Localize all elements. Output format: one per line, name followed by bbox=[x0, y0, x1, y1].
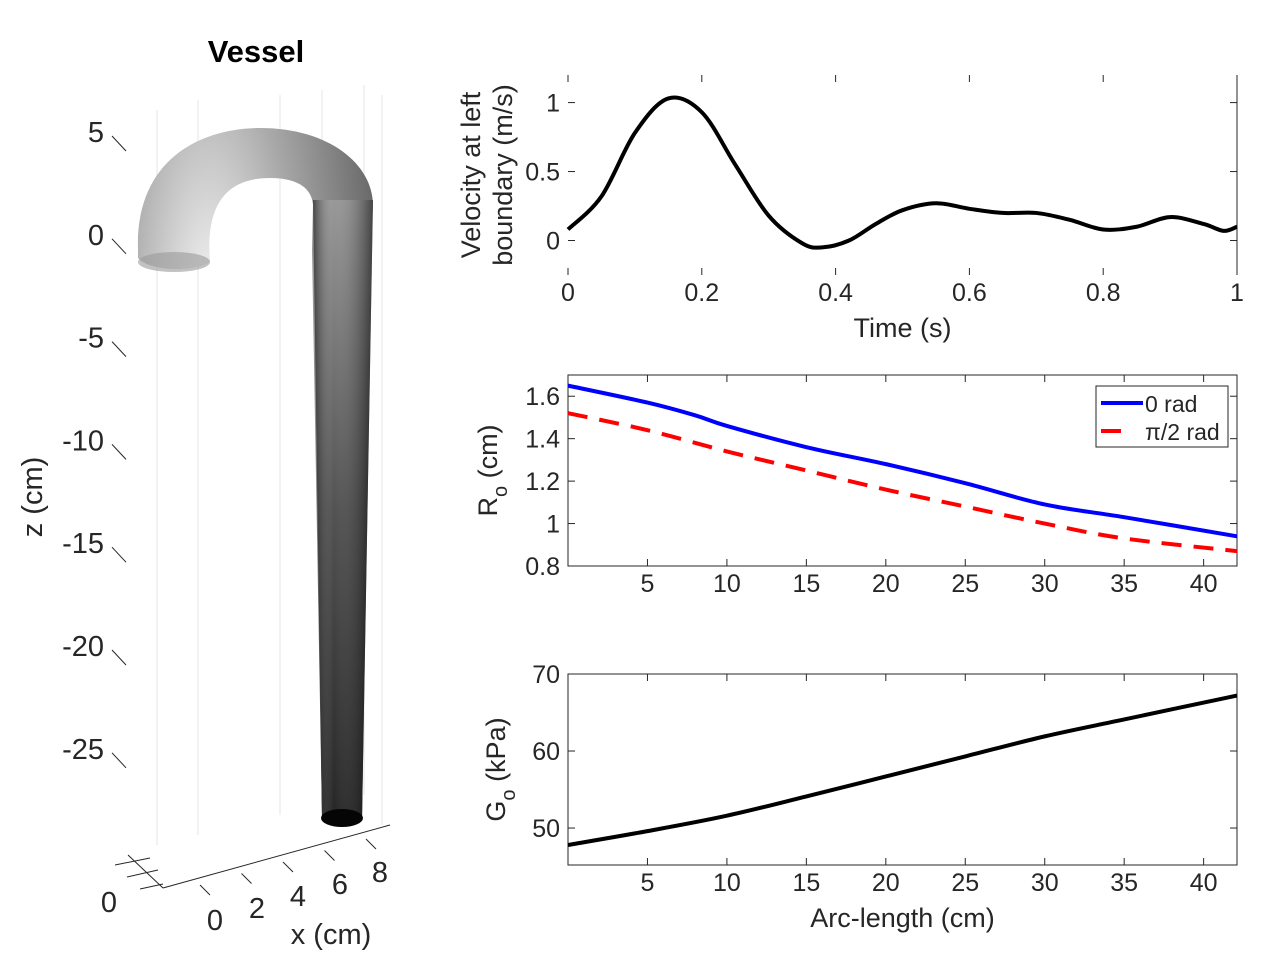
x-tick-label: 15 bbox=[792, 570, 820, 598]
series-line-0 bbox=[566, 95, 1238, 250]
series-line-0 bbox=[567, 383, 1238, 539]
chart-1: 0 0.2 0.4 0.6 0.8 1 0 0.5 1 Time (s) Velocity at l… bbox=[456, 75, 1244, 343]
z-tick bbox=[111, 341, 127, 357]
series-line-1 bbox=[567, 411, 1238, 554]
x-tick bbox=[324, 850, 335, 861]
x-tick bbox=[282, 861, 294, 873]
y-tick-label: 1 bbox=[546, 90, 560, 118]
z-tick bbox=[111, 135, 127, 152]
x-tick-label: 35 bbox=[1110, 570, 1138, 598]
y-tick-label: 0.8 bbox=[525, 553, 560, 581]
x-tick-label: 40 bbox=[1190, 570, 1218, 598]
x-tick-label: 25 bbox=[951, 570, 979, 598]
z-tick bbox=[111, 649, 127, 666]
x-tick-label: 35 bbox=[1110, 869, 1138, 897]
vessel-surface bbox=[137, 128, 373, 827]
x-tick-label: 0.2 bbox=[684, 279, 719, 307]
x-tick-label: 40 bbox=[1190, 869, 1218, 897]
y-axis-label-unit: (cm) bbox=[473, 424, 503, 485]
z-tick-label: -15 bbox=[62, 528, 104, 560]
legend-label: π/2 rad bbox=[1145, 419, 1220, 445]
x-tick-label: 6 bbox=[332, 869, 348, 901]
x-tick-label: 30 bbox=[1031, 869, 1059, 897]
z-tick-label: -5 bbox=[78, 323, 104, 355]
x-tick-label: 5 bbox=[641, 570, 655, 598]
series-line-0 bbox=[567, 693, 1238, 847]
y-tick-label: 1.4 bbox=[525, 426, 560, 454]
y-axis-label-main: R bbox=[473, 497, 503, 517]
x-tick bbox=[365, 838, 377, 850]
y-tick-label: 1.2 bbox=[525, 468, 560, 496]
chart-2: 5 10 15 20 25 30 35 40 0.8 1 1.2 1.4 1.6 Ro (cm) 0 rad… bbox=[473, 374, 1238, 598]
y-axis-label-line: boundary (m/s) bbox=[488, 84, 518, 266]
y-tick-label: 0.5 bbox=[525, 159, 560, 187]
x-axis-label: x (cm) bbox=[291, 919, 372, 951]
x-tick-label: 15 bbox=[792, 869, 820, 897]
y-axis-label-main: G bbox=[481, 801, 511, 822]
z-tick bbox=[111, 238, 127, 255]
x-tick-label: 10 bbox=[713, 570, 741, 598]
chart-3: 5 10 15 20 25 30 35 40 50 60 70 Arc-length (cm) Go (… bbox=[481, 661, 1238, 933]
y-axis-label: Ro (cm) bbox=[473, 424, 512, 516]
z-tick-label: 5 bbox=[88, 117, 104, 149]
x-tick bbox=[241, 873, 252, 884]
x-tick-label: 20 bbox=[872, 570, 900, 598]
x-tick-label: 4 bbox=[290, 881, 306, 913]
x-tick-label: 1 bbox=[1230, 279, 1244, 307]
y-tick-label: 60 bbox=[532, 738, 560, 766]
x-tick-label: 0.6 bbox=[952, 279, 987, 307]
y-axis-label-unit: (kPa) bbox=[481, 717, 511, 789]
z-axis-label: z (cm) bbox=[17, 457, 49, 538]
y-tick-label: 0 bbox=[546, 228, 560, 256]
z-tick bbox=[111, 444, 127, 460]
y-axis-label-subscript: o bbox=[498, 789, 520, 800]
x-tick-label: 0 bbox=[561, 279, 575, 307]
x-axis-label: Time (s) bbox=[854, 313, 952, 343]
x-axis-line bbox=[162, 824, 391, 889]
z-tick bbox=[111, 752, 127, 769]
x-tick-label: 0.8 bbox=[1086, 279, 1121, 307]
axes-box bbox=[567, 673, 1238, 866]
z-tick-label: -25 bbox=[62, 734, 104, 766]
y-axis-label-subscript: o bbox=[490, 486, 512, 497]
z-tick-label: -20 bbox=[62, 631, 104, 663]
legend-box bbox=[1095, 385, 1229, 448]
legend-label: 0 rad bbox=[1145, 391, 1197, 417]
y-tick-label: 1 bbox=[546, 511, 560, 539]
x-axis-label: Arc-length (cm) bbox=[810, 903, 995, 933]
x-tick bbox=[199, 884, 211, 896]
y-axis-label-line: Velocity at left bbox=[456, 91, 486, 258]
x-tick-label: 0 bbox=[207, 905, 223, 937]
y-tick-label: 0 bbox=[101, 887, 117, 919]
z-tick-label: -10 bbox=[62, 425, 104, 457]
x-tick-label: 20 bbox=[872, 869, 900, 897]
z-axis: 5 0 -5 -10 -15 -20 -25 bbox=[62, 117, 127, 769]
axes-box bbox=[567, 374, 1238, 567]
z-tick bbox=[111, 546, 127, 563]
y-tick-label: 50 bbox=[532, 815, 560, 843]
x-tick-label: 2 bbox=[249, 893, 265, 925]
x-tick-label: 10 bbox=[713, 869, 741, 897]
x-tick-label: 30 bbox=[1031, 570, 1059, 598]
vessel-title: Vessel bbox=[208, 34, 305, 69]
z-tick-label: 0 bbox=[88, 220, 104, 252]
x-tick-label: 8 bbox=[372, 857, 388, 889]
y-tick-label: 70 bbox=[532, 661, 560, 689]
x-tick-label: 25 bbox=[951, 869, 979, 897]
y-axis-label: Go (kPa) bbox=[481, 717, 520, 821]
y-tick-label: 1.6 bbox=[525, 383, 560, 411]
x-tick-label: 0.4 bbox=[818, 279, 853, 307]
x-tick-label: 5 bbox=[641, 869, 655, 897]
y-axis-ticks bbox=[114, 854, 164, 890]
